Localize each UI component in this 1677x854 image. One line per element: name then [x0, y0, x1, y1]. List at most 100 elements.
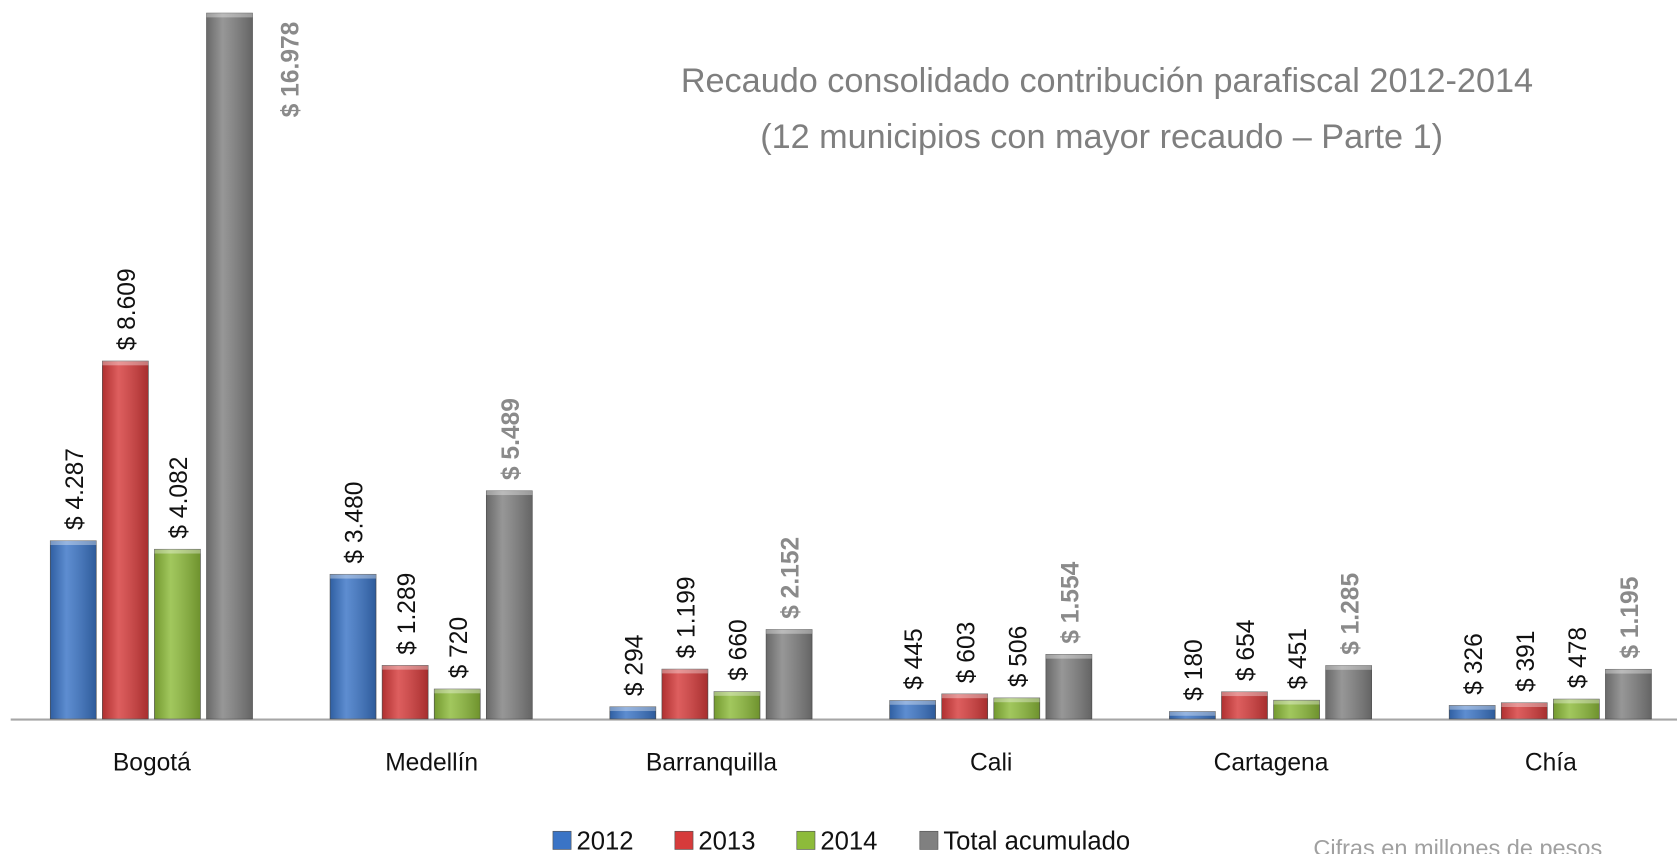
data-label: $ 445: [901, 628, 928, 690]
bar-shade: [1325, 665, 1372, 719]
bar-cap: [1449, 705, 1496, 710]
data-label: $ 294: [621, 635, 648, 697]
data-label: $ 1.195: [1617, 577, 1644, 659]
data-label: $ 478: [1565, 627, 1592, 689]
legend-swatch: [919, 830, 939, 850]
bar-shade: [1221, 691, 1268, 719]
bar-cap: [1501, 702, 1548, 707]
bar-cap: [382, 665, 429, 670]
data-label: $ 720: [446, 617, 473, 679]
x-tick-label: Barranquilla: [646, 749, 777, 776]
bar-shade: [1045, 654, 1092, 719]
bar-group: [609, 706, 657, 720]
bar-cap: [102, 361, 149, 366]
bar-shade: [1169, 711, 1216, 719]
legend-label: 2012: [576, 827, 633, 854]
data-label: $ 4.082: [166, 457, 193, 539]
bar-shade: [1605, 669, 1652, 719]
bar-shade: [1449, 705, 1496, 719]
bar-shade: [766, 629, 813, 719]
bar-shade: [102, 361, 149, 719]
bar-cap: [1169, 711, 1216, 716]
data-label: $ 603: [953, 622, 980, 684]
bar-group: [661, 668, 709, 720]
footnote: Cifras en millones de pesos: [1313, 835, 1602, 854]
legend-label: 2013: [698, 827, 755, 854]
legend-swatch: [674, 830, 694, 850]
x-tick-label: Chía: [1525, 749, 1577, 776]
bar-group: [1273, 699, 1320, 720]
legend-label: Total acumulado: [943, 827, 1130, 854]
bar-shade: [434, 689, 481, 719]
data-label: $ 5.489: [498, 398, 525, 480]
bar-cap: [1273, 700, 1320, 705]
bar-shade: [993, 697, 1040, 719]
bar-group: [1553, 698, 1600, 720]
x-tick-label: Cali: [970, 749, 1012, 776]
bar-cap: [206, 13, 253, 18]
bar-cap: [1605, 669, 1652, 674]
bar-cap: [766, 629, 813, 634]
bar-group: [102, 360, 149, 720]
bar-group: [485, 490, 533, 720]
bar-group: [993, 697, 1041, 720]
bar-cap: [609, 706, 656, 712]
data-label: $ 4.287: [62, 448, 89, 530]
bar-cap: [50, 540, 97, 546]
bar-shade: [889, 700, 936, 719]
bar-group: [1221, 691, 1268, 720]
bar-group: [1500, 702, 1548, 720]
data-label: $ 8.609: [114, 268, 141, 350]
bar-group: [329, 573, 377, 720]
legend-swatch: [552, 830, 572, 850]
bar-shade: [714, 691, 760, 719]
bar-cap: [714, 691, 760, 696]
bar-group: [889, 700, 936, 720]
bar-shade: [382, 665, 429, 719]
bar-cap: [889, 700, 936, 705]
x-tick-label: Bogotá: [113, 749, 191, 776]
bar-shade: [661, 669, 708, 719]
data-label: $ 180: [1181, 639, 1208, 701]
bar-cap: [330, 574, 377, 579]
bar-group: [1169, 711, 1216, 720]
bar-group: [1325, 665, 1372, 720]
bar-shade: [1553, 699, 1600, 719]
data-label: $ 1.285: [1337, 573, 1364, 655]
bar-group: [1448, 705, 1496, 720]
bar-cap: [434, 689, 481, 694]
bar-group: [154, 548, 201, 720]
bar-group: [381, 665, 429, 720]
data-label: $ 660: [726, 619, 753, 681]
x-tick-label: Cartagena: [1214, 749, 1329, 776]
chart-subtitle: (12 municipios con mayor recaudo – Parte…: [760, 118, 1443, 156]
bar-cap: [1221, 691, 1268, 697]
bar-group: [1605, 668, 1652, 720]
bar-group: [49, 540, 97, 720]
data-label: $ 3.480: [342, 482, 369, 564]
bar-shade: [206, 13, 253, 719]
bar-shade: [609, 706, 656, 719]
bar-cap: [661, 669, 708, 674]
bar-cap: [1553, 699, 1600, 704]
bar-group: [941, 693, 989, 720]
bar-shade: [1501, 702, 1548, 719]
data-label: $ 451: [1285, 628, 1312, 690]
data-label: $ 506: [1005, 626, 1032, 688]
legend-label: 2014: [820, 827, 877, 854]
x-tick-label: Medellín: [385, 749, 478, 776]
chart-title: Recaudo consolidado contribución parafis…: [681, 62, 1533, 100]
data-label: $ 1.199: [674, 576, 701, 658]
bar-group: [1045, 654, 1093, 720]
bar-cap: [993, 697, 1040, 703]
bar-shade: [50, 540, 97, 719]
data-label: $ 1.554: [1057, 561, 1084, 643]
bar-cap: [941, 693, 988, 699]
bar-cap: [486, 490, 533, 496]
data-label: $ 326: [1461, 633, 1488, 695]
bar-shade: [941, 693, 988, 719]
bar-group: [206, 12, 253, 720]
bar-shade: [1273, 700, 1320, 719]
